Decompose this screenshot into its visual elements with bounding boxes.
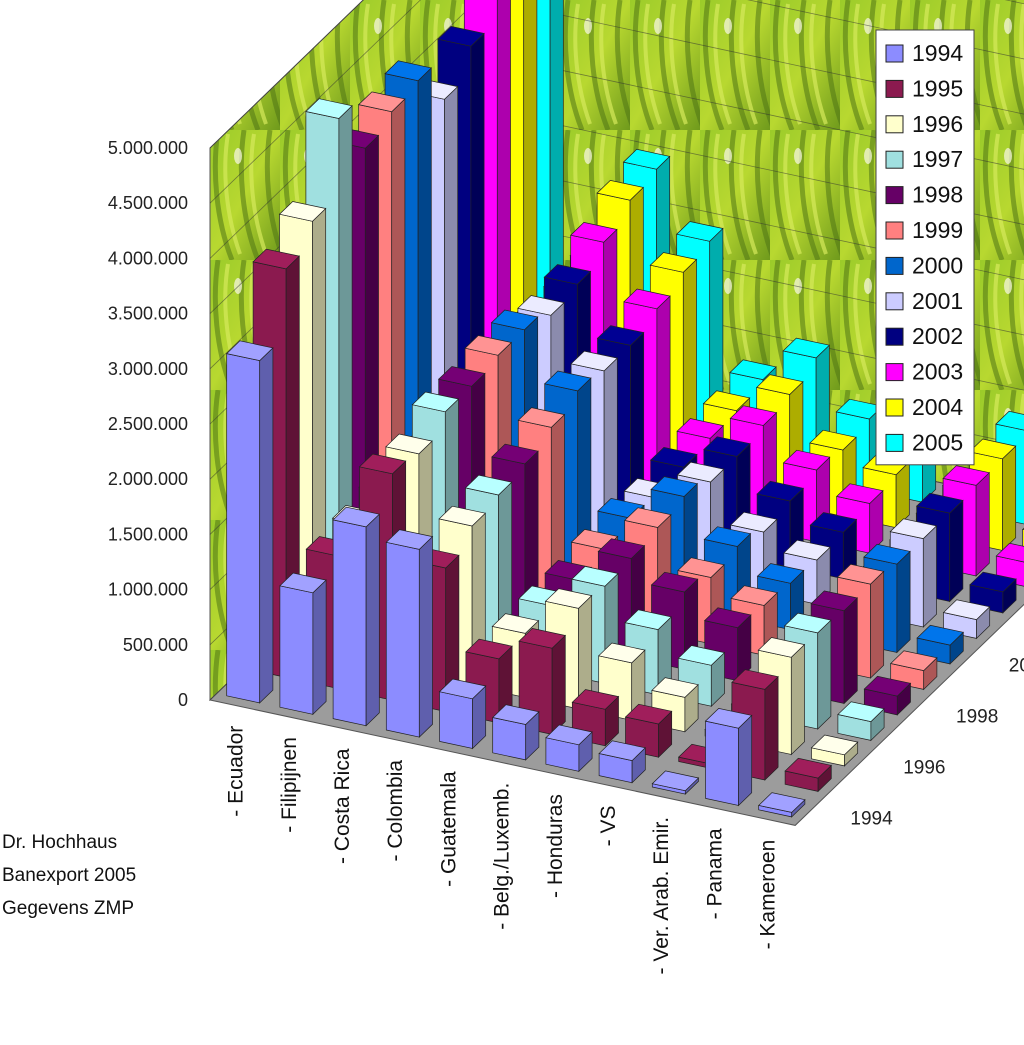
- gridline: [209, 0, 1024, 204]
- category-label: - Honduras: [544, 794, 567, 898]
- bar-1994-7: [598, 740, 647, 784]
- depth-tick-label: 2000: [1009, 656, 1024, 677]
- legend-label: 1996: [912, 111, 963, 137]
- legend-swatch: [885, 292, 904, 311]
- y-tick-label: 0: [178, 690, 188, 710]
- category-label: - Ecuador: [225, 726, 248, 817]
- bar-1995-10: [784, 757, 833, 793]
- category-labels: - Ecuador - Filipijnen - Costa Rica - Colom…: [225, 726, 780, 975]
- legend-swatch: [885, 327, 904, 346]
- bar-1994-10: [757, 792, 806, 818]
- credit-author: Dr. Hochhaus: [2, 832, 118, 853]
- legend-label: 1994: [912, 40, 963, 66]
- depth-axis-ticks: 199419961998200020022004: [850, 656, 1024, 830]
- category-label: - Panama: [703, 828, 726, 919]
- bar-1994-6: [545, 724, 593, 773]
- bar-1994-5: [491, 704, 540, 761]
- legend-label: 1997: [912, 146, 963, 172]
- y-tick-label: 3.500.000: [108, 304, 188, 324]
- depth-tick-label: 1996: [903, 758, 945, 779]
- bar-1994-2: [332, 506, 381, 727]
- legend-swatch: [885, 363, 904, 382]
- y-tick-label: 500.000: [123, 635, 188, 655]
- category-label: - Belg./Luxemb.: [491, 783, 514, 930]
- y-tick-label: 4.000.000: [108, 248, 188, 268]
- bar-1996-10: [810, 734, 859, 767]
- legend-swatch: [885, 115, 904, 134]
- legend-box: [875, 29, 975, 466]
- legend-label: 1999: [912, 217, 963, 243]
- bar-1994-3: [385, 529, 434, 738]
- y-tick-label: 2.000.000: [108, 469, 188, 489]
- legend-swatch: [885, 79, 904, 98]
- legend: 1994 1995 1996 1997 1998 1999 2000 2001 2002 2003…: [875, 29, 975, 466]
- y-tick-label: 2.500.000: [108, 414, 188, 434]
- credit-source: Gegevens ZMP: [2, 898, 134, 919]
- legend-label: 1995: [912, 75, 963, 101]
- y-tick-label: 1.000.000: [108, 580, 188, 600]
- legend-swatch: [885, 256, 904, 275]
- depth-tick-label: 1994: [850, 809, 893, 830]
- bar-1994-9: [704, 708, 753, 807]
- y-tick-label: 5.000.000: [108, 138, 188, 158]
- category-label: - Colombia: [384, 760, 407, 862]
- category-label: - Filipijnen: [278, 737, 301, 833]
- legend-swatch: [885, 44, 904, 63]
- bar-2002-10: [969, 571, 1017, 614]
- y-tick-label: 3.000.000: [108, 359, 188, 379]
- category-label: - VS: [597, 806, 620, 847]
- legend-swatch: [885, 186, 904, 205]
- legend-label: 2001: [912, 288, 963, 314]
- legend-swatch: [885, 398, 904, 417]
- category-label: - Ver. Arab. Emir.: [650, 817, 673, 975]
- legend-label: 1998: [912, 182, 963, 208]
- category-label: - Kameroen: [757, 840, 780, 950]
- legend-label: 2004: [912, 394, 963, 420]
- legend-swatch: [885, 433, 904, 452]
- category-label: - Guatemala: [437, 771, 460, 887]
- bar-1997-10: [837, 701, 885, 742]
- bar-1994-0: [225, 340, 274, 704]
- legend-swatch: [885, 150, 904, 169]
- category-label: - Costa Rica: [331, 748, 354, 864]
- bar-2000-10: [916, 624, 965, 665]
- y-axis-ticks: 0 500.000 1.000.000 1.500.000 2.000.000 2.500…: [108, 138, 188, 710]
- y-tick-label: 1.500.000: [108, 524, 188, 544]
- legend-label: 2002: [912, 323, 963, 349]
- bars: [225, 0, 1024, 818]
- legend-label: 2000: [912, 252, 963, 278]
- bar-1994-8: [651, 770, 700, 795]
- depth-tick-label: 1998: [956, 707, 998, 728]
- legend-label: 2005: [912, 429, 963, 455]
- legend-swatch: [885, 221, 904, 240]
- gridline: [209, 0, 364, 149]
- bar-1994-4: [438, 678, 487, 750]
- legend-label: 2003: [912, 359, 963, 385]
- credit-title: Banexport 2005: [2, 865, 137, 886]
- y-tick-label: 4.500.000: [108, 193, 188, 213]
- bar-1994-1: [279, 572, 327, 716]
